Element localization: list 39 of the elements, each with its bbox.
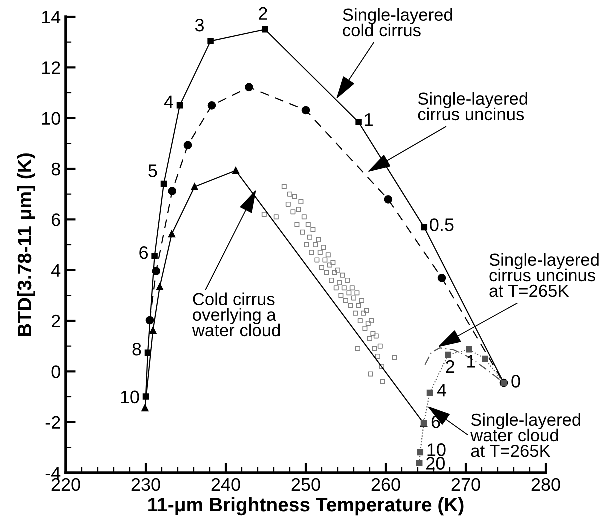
y-tick-label: -4 (46, 467, 61, 480)
annotation: 10 (121, 390, 140, 404)
x-tick-label: 280 (532, 478, 560, 492)
y-tick-label: 8 (52, 162, 60, 176)
annotation: 1 (365, 114, 373, 126)
annotation: 5 (148, 164, 158, 178)
annotation: Single-layered cirrus uncinus (418, 92, 528, 121)
x-tick-label: 250 (292, 478, 320, 492)
y-tick-label: 10 (42, 112, 60, 126)
y-tick-label: 2 (52, 314, 60, 328)
annotation: 4 (437, 384, 447, 397)
annotation: 2 (259, 7, 268, 20)
annotation: Cold cirrus overlying a water cloud (192, 292, 280, 337)
annotation: Single-layered water cloud at T=265K (470, 413, 580, 458)
annotation: 1 (468, 355, 476, 368)
y-tick-label: 14 (42, 11, 61, 24)
annotation: 2 (446, 360, 455, 374)
annotation: 4 (164, 96, 174, 108)
annotation: 8 (132, 342, 142, 356)
annotation: Single-layered cirrus uncinus at T=265K (490, 253, 599, 298)
x-tick-label: 270 (452, 478, 480, 492)
annotation: Single-layered cold cirrus (343, 8, 452, 37)
annotation: 20 (426, 457, 445, 470)
annotation: 0.5 (430, 218, 454, 232)
annotation: 6 (140, 246, 148, 260)
annotation: 3 (195, 18, 204, 32)
y-tick-label: -2 (46, 416, 60, 429)
annotation: 0 (512, 375, 520, 388)
y-tick-label: 0 (52, 366, 60, 378)
y-tick-label: 4 (52, 264, 61, 277)
annotation: 10 (428, 444, 446, 456)
y-tick-label: 6 (52, 214, 60, 226)
y-tick-label: 12 (42, 62, 60, 74)
x-tick-label: 240 (212, 478, 240, 492)
x-tick-label: 220 (52, 478, 80, 492)
x-tick-label: 230 (132, 478, 160, 492)
x-tick-label: 260 (372, 478, 400, 492)
x-axis-title: 11-μm Brightness Temperature (K) (148, 497, 464, 516)
y-axis-title: BTD[3.78-11 μm] (K) (17, 154, 36, 336)
